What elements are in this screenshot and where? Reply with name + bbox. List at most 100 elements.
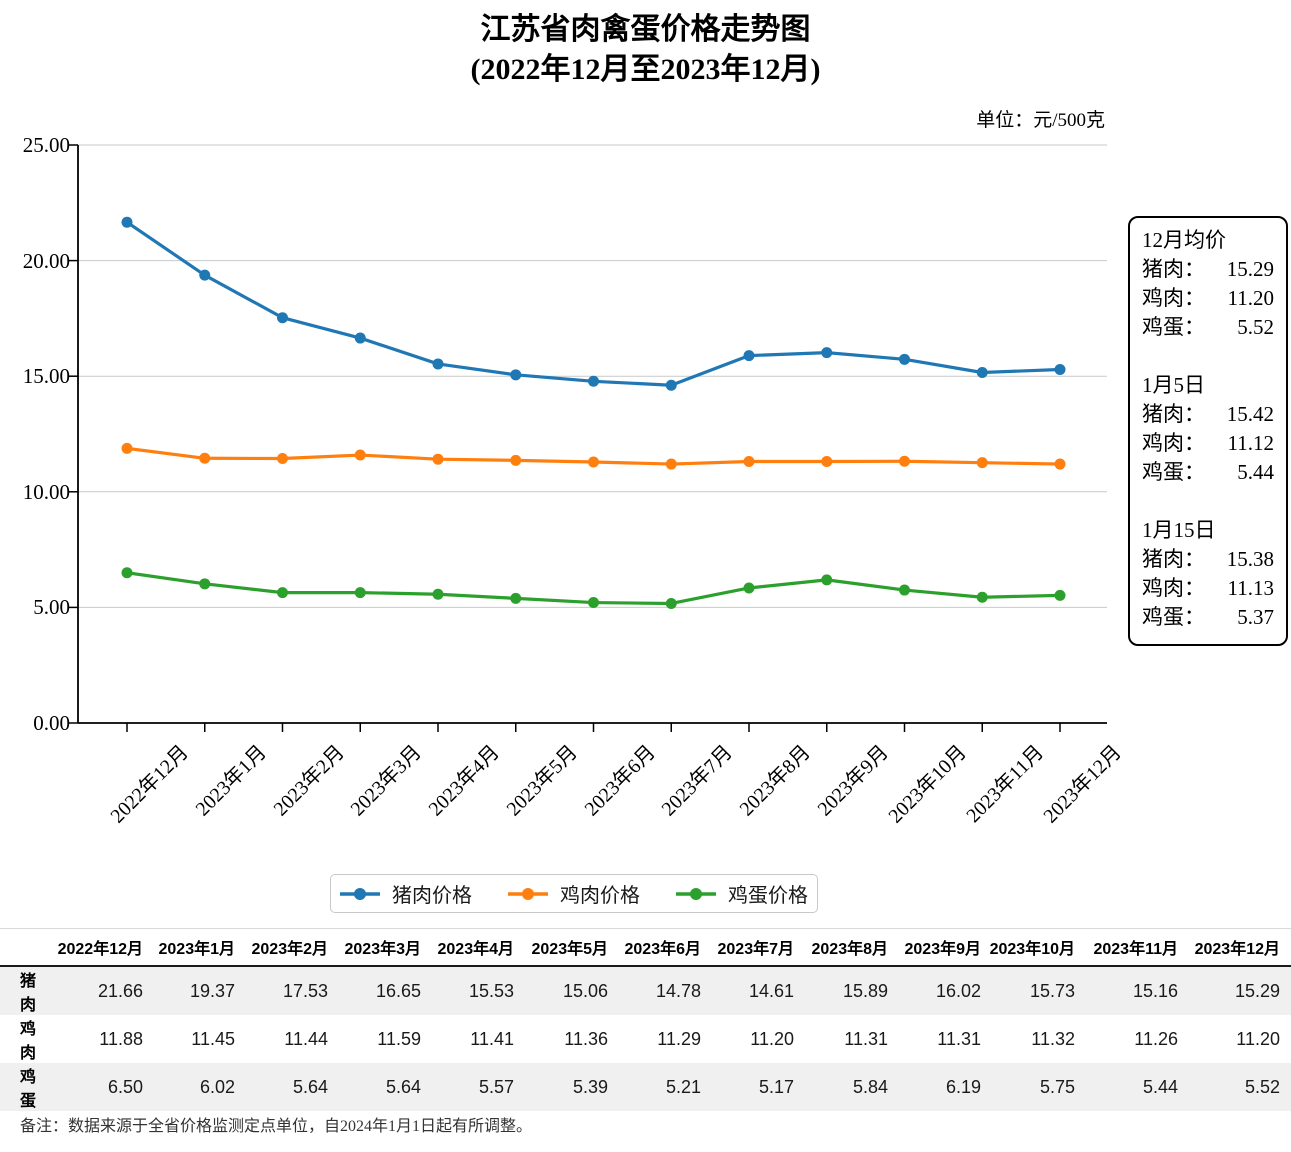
line-chart: 0.00 5.00 10.00 15.00 20.00 25.00 2022年12月 202… bbox=[22, 133, 1126, 828]
table-header-cell: 2023年1月 bbox=[143, 928, 235, 967]
annotation-row-label: 鸡蛋： bbox=[1142, 605, 1205, 629]
annotation-row-value: 5.52 bbox=[1237, 315, 1274, 339]
egg-price-point bbox=[510, 592, 522, 604]
table-header-cell: 2023年7月 bbox=[701, 928, 794, 967]
table-header-cell: 2023年9月 bbox=[888, 928, 981, 967]
table-cell: 11.32 bbox=[1031, 1028, 1075, 1049]
table-cell: 11.31 bbox=[844, 1028, 888, 1049]
chicken-price-point bbox=[588, 456, 599, 468]
egg-price-point bbox=[121, 567, 133, 579]
annotation-row-label: 猪肉： bbox=[1142, 547, 1205, 571]
annotation-box: 12月均价 猪肉： 15.29 鸡肉： 11.20 鸡蛋： 5.52 1月5日 猪肉： 15.42… bbox=[1128, 216, 1288, 646]
table-cell: 5.21 bbox=[665, 1076, 701, 1097]
table-cell: 11.29 bbox=[657, 1028, 701, 1049]
pork-price-point bbox=[821, 347, 833, 359]
table-cell: 11.36 bbox=[564, 1028, 608, 1049]
pork-price-point bbox=[199, 269, 211, 281]
chicken-price-point bbox=[665, 458, 677, 470]
table-cell: 14.78 bbox=[655, 980, 701, 1001]
table-header-row: 2022年12月 2023年1月 2023年2月 2023年3月 2023年4月 2023… bbox=[0, 928, 1291, 967]
annotation-heading: 1月5日 bbox=[1142, 373, 1205, 397]
egg-price-point bbox=[899, 584, 910, 596]
table-cell: 11.45 bbox=[191, 1028, 235, 1049]
table-cell: 16.65 bbox=[375, 980, 421, 1001]
pork-price-point bbox=[1054, 363, 1066, 375]
chicken-price-point bbox=[743, 456, 755, 468]
table-row-label: 鸡肉 bbox=[20, 1021, 37, 1062]
annotation-row-value: 5.44 bbox=[1237, 460, 1274, 484]
egg-price-point bbox=[976, 591, 988, 603]
table-cell: 5.39 bbox=[572, 1076, 608, 1097]
annotation-row: 猪肉： 15.29 bbox=[1142, 255, 1274, 284]
egg-price-point bbox=[199, 578, 211, 590]
y-axis-tick-label: 5.00 bbox=[33, 595, 70, 620]
egg-price-point bbox=[743, 582, 755, 594]
egg-price-point bbox=[1054, 589, 1066, 601]
legend-item-pork-price: 猪肉价格 bbox=[340, 879, 472, 908]
table-cell: 11.59 bbox=[377, 1028, 421, 1049]
annotation-row: 猪肉： 15.42 bbox=[1142, 400, 1274, 429]
table-header-cell: 2023年3月 bbox=[328, 928, 421, 967]
legend-item-chicken-price: 鸡肉价格 bbox=[508, 879, 640, 908]
annotation-row-value: 5.37 bbox=[1237, 605, 1274, 629]
table-cell: 5.44 bbox=[1142, 1076, 1178, 1097]
annotation-section: 12月均价 猪肉： 15.29 鸡肉： 11.20 鸡蛋： 5.52 bbox=[1142, 226, 1274, 342]
pork-price-point bbox=[121, 216, 133, 228]
chicken-price-point bbox=[277, 453, 288, 465]
legend-marker-dot bbox=[690, 887, 702, 900]
table-cell: 6.50 bbox=[107, 1076, 143, 1097]
pork-price-point bbox=[588, 375, 599, 387]
annotation-row: 鸡蛋： 5.52 bbox=[1142, 313, 1274, 342]
annotation-row: 鸡蛋： 5.37 bbox=[1142, 603, 1274, 632]
annotation-row-label: 鸡肉： bbox=[1142, 576, 1205, 600]
table-spacer-cell bbox=[1280, 1015, 1291, 1063]
y-axis-tick-label: 15.00 bbox=[22, 364, 70, 389]
table-cell: 15.16 bbox=[1132, 980, 1178, 1001]
legend-marker-dot bbox=[522, 887, 534, 900]
table-cell: 15.73 bbox=[1029, 980, 1075, 1001]
egg-price-point bbox=[432, 588, 444, 600]
table-cell: 19.37 bbox=[189, 980, 235, 1001]
table-header-cell: 2023年6月 bbox=[608, 928, 701, 967]
annotation-row: 鸡蛋： 5.44 bbox=[1142, 458, 1274, 487]
table-row-label: 鸡蛋 bbox=[20, 1069, 37, 1110]
annotation-row-label: 鸡蛋： bbox=[1142, 460, 1205, 484]
annotation-row-label: 猪肉： bbox=[1142, 257, 1205, 281]
egg-price-point bbox=[821, 574, 833, 586]
chicken-price-point bbox=[976, 457, 988, 469]
chicken-price-point bbox=[121, 442, 133, 454]
chicken-price-point bbox=[821, 456, 833, 468]
legend-label: 猪肉价格 bbox=[392, 885, 472, 907]
egg-price-point bbox=[354, 587, 366, 599]
annotation-section: 1月15日 猪肉： 15.38 鸡肉： 11.13 鸡蛋： 5.37 bbox=[1142, 516, 1274, 632]
annotation-row: 鸡肉： 11.12 bbox=[1142, 429, 1274, 458]
table-cell: 11.31 bbox=[937, 1028, 981, 1049]
table-cell: 5.17 bbox=[758, 1076, 794, 1097]
pork-price-point bbox=[432, 358, 444, 370]
chicken-price-point bbox=[899, 455, 910, 467]
pork-price-point bbox=[976, 367, 988, 379]
table-header-cell: 2023年4月 bbox=[421, 928, 514, 967]
table-header-cell: 2023年5月 bbox=[514, 928, 608, 967]
table-cell: 16.02 bbox=[935, 980, 981, 1001]
y-axis-tick-label: 0.00 bbox=[33, 711, 70, 735]
table-cell: 11.20 bbox=[1236, 1028, 1280, 1049]
table-cell: 6.19 bbox=[945, 1076, 981, 1097]
table-corner-cell bbox=[0, 928, 50, 967]
table-header-cell: 2023年10月 bbox=[981, 928, 1075, 967]
annotation-heading: 1月15日 bbox=[1142, 518, 1216, 542]
annotation-row-value: 15.42 bbox=[1226, 402, 1274, 426]
legend-item-egg-price: 鸡蛋价格 bbox=[676, 879, 808, 908]
chart-title: 江苏省肉禽蛋价格走势图 bbox=[480, 13, 811, 46]
table-cell: 5.75 bbox=[1039, 1076, 1075, 1097]
chicken-price-point bbox=[1054, 458, 1066, 470]
pork-price-point bbox=[354, 332, 366, 344]
chart-subtitle: (2022年12月至2023年12月) bbox=[470, 53, 821, 86]
table-cell: 11.44 bbox=[284, 1028, 328, 1049]
chart-legend: 猪肉价格 鸡肉价格 鸡蛋价格 bbox=[330, 874, 818, 913]
egg-price-legend-swatch bbox=[676, 887, 716, 900]
table-spacer-cell bbox=[1280, 966, 1291, 1015]
annotation-row-value: 15.29 bbox=[1226, 257, 1274, 281]
y-axis-tick-label: 25.00 bbox=[22, 133, 70, 157]
